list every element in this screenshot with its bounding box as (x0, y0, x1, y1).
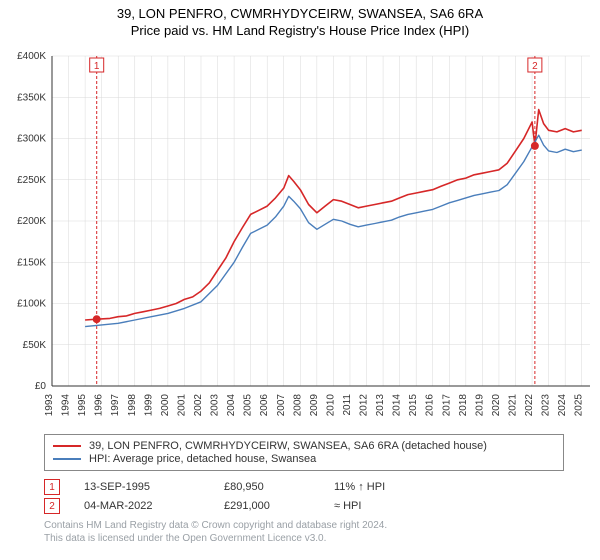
attribution-footer: Contains HM Land Registry data © Crown c… (44, 520, 564, 545)
legend-swatch-hpi (53, 458, 81, 460)
chart-title-subtitle: Price paid vs. HM Land Registry's House … (0, 21, 600, 38)
legend-label-hpi: HPI: Average price, detached house, Swan… (89, 453, 316, 465)
svg-text:£100K: £100K (17, 299, 46, 310)
svg-text:2015: 2015 (408, 394, 419, 417)
svg-text:2008: 2008 (292, 394, 303, 417)
sale-date-2: 04-MAR-2022 (84, 500, 224, 512)
figure-root: 39, LON PENFRO, CWMRHYDYCEIRW, SWANSEA, … (0, 0, 600, 560)
svg-text:£0: £0 (35, 381, 47, 392)
svg-text:2004: 2004 (226, 394, 237, 417)
svg-text:2000: 2000 (160, 394, 171, 417)
svg-text:2001: 2001 (176, 394, 187, 417)
svg-text:2018: 2018 (458, 394, 469, 417)
svg-text:2: 2 (532, 61, 538, 72)
sale-price-2: £291,000 (224, 500, 334, 512)
svg-text:2017: 2017 (441, 394, 452, 417)
svg-text:1994: 1994 (61, 394, 72, 417)
legend-row-subject: 39, LON PENFRO, CWMRHYDYCEIRW, SWANSEA, … (53, 440, 555, 452)
svg-text:£250K: £250K (17, 175, 46, 186)
svg-text:2025: 2025 (574, 394, 585, 417)
sale-row: 1 13-SEP-1995 £80,950 11% ↑ HPI (44, 479, 564, 495)
svg-text:2020: 2020 (491, 394, 502, 417)
legend-row-hpi: HPI: Average price, detached house, Swan… (53, 453, 555, 465)
chart-area: £0 £50K £100K £150K £200K £250K £300K £350K £400… (0, 46, 600, 426)
legend-label-subject: 39, LON PENFRO, CWMRHYDYCEIRW, SWANSEA, … (89, 440, 487, 452)
chart-title-address: 39, LON PENFRO, CWMRHYDYCEIRW, SWANSEA, … (0, 0, 600, 21)
svg-text:2024: 2024 (557, 394, 568, 417)
svg-text:2009: 2009 (309, 394, 320, 417)
svg-text:1993: 1993 (44, 394, 55, 417)
svg-text:1999: 1999 (143, 394, 154, 417)
legend-swatch-subject (53, 445, 81, 447)
svg-text:2010: 2010 (325, 394, 336, 417)
svg-text:2023: 2023 (541, 394, 552, 417)
sales-list: 1 13-SEP-1995 £80,950 11% ↑ HPI 2 04-MAR… (44, 476, 564, 517)
footer-line-2: This data is licensed under the Open Gov… (44, 533, 564, 546)
svg-text:2021: 2021 (508, 394, 519, 417)
svg-text:1997: 1997 (110, 394, 121, 417)
svg-text:£350K: £350K (17, 92, 46, 103)
sale-badge-1: 1 (44, 479, 60, 495)
svg-text:2013: 2013 (375, 394, 386, 417)
svg-text:£50K: £50K (23, 340, 47, 351)
svg-text:2016: 2016 (425, 394, 436, 417)
svg-text:£400K: £400K (17, 51, 46, 62)
svg-text:1995: 1995 (77, 394, 88, 417)
svg-text:2006: 2006 (259, 394, 270, 417)
svg-text:1998: 1998 (127, 394, 138, 417)
svg-text:1: 1 (94, 61, 100, 72)
svg-text:2002: 2002 (193, 394, 204, 417)
footer-line-1: Contains HM Land Registry data © Crown c… (44, 520, 564, 533)
svg-text:2022: 2022 (524, 394, 535, 417)
svg-text:2003: 2003 (210, 394, 221, 417)
svg-text:£200K: £200K (17, 216, 46, 227)
sale-delta-2: ≈ HPI (334, 500, 454, 512)
sale-price-1: £80,950 (224, 481, 334, 493)
price-chart-svg: £0 £50K £100K £150K £200K £250K £300K £350K £400… (0, 46, 600, 426)
svg-text:1996: 1996 (94, 394, 105, 417)
svg-text:2007: 2007 (276, 394, 287, 417)
svg-text:2014: 2014 (392, 394, 403, 417)
svg-text:£150K: £150K (17, 257, 46, 268)
sale-date-1: 13-SEP-1995 (84, 481, 224, 493)
svg-text:2011: 2011 (342, 394, 353, 416)
svg-text:2019: 2019 (474, 394, 485, 417)
svg-text:£300K: £300K (17, 134, 46, 145)
svg-text:2005: 2005 (243, 394, 254, 417)
sale-delta-1: 11% ↑ HPI (334, 481, 454, 493)
legend-box: 39, LON PENFRO, CWMRHYDYCEIRW, SWANSEA, … (44, 434, 564, 471)
svg-text:2012: 2012 (359, 394, 370, 417)
sale-row: 2 04-MAR-2022 £291,000 ≈ HPI (44, 498, 564, 514)
sale-badge-2: 2 (44, 498, 60, 514)
